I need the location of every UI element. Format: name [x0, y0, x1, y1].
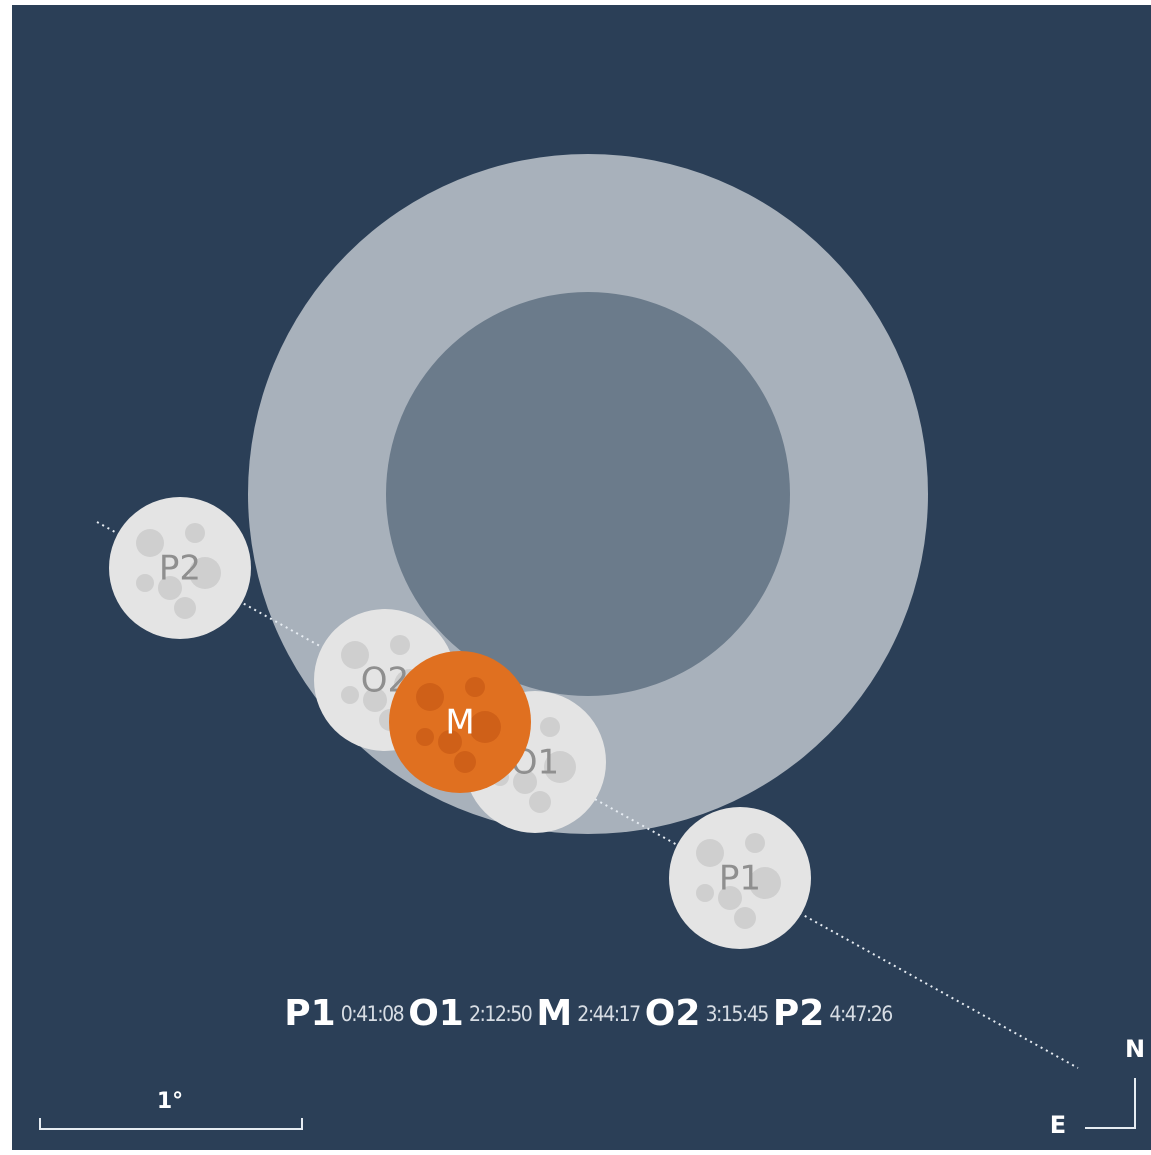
- compass: [1085, 1078, 1136, 1129]
- moon-spot: [734, 907, 756, 929]
- moon-spot: [696, 884, 714, 902]
- moon-spot: [158, 576, 182, 600]
- umbra: [386, 292, 790, 696]
- moon-spot: [718, 886, 742, 910]
- moon-spot: [469, 711, 501, 743]
- contact-time: 2:12:50: [469, 1002, 532, 1026]
- moon-spot: [454, 751, 476, 773]
- contact-label: O1: [408, 993, 464, 1034]
- moon-label: M: [445, 703, 474, 743]
- contact-time: 0:41:08: [341, 1002, 404, 1026]
- moon-label: P1: [719, 859, 761, 899]
- moon-spot: [749, 867, 781, 899]
- compass-east: E: [1050, 1111, 1066, 1139]
- scale-bar: [39, 1118, 303, 1130]
- moon-spot: [174, 597, 196, 619]
- moon-spot: [416, 728, 434, 746]
- moon-spot: [540, 717, 560, 737]
- moon-spot: [341, 686, 359, 704]
- moon-spot: [185, 523, 205, 543]
- moon-spot: [416, 683, 444, 711]
- moon-spot: [341, 641, 369, 669]
- scale-label: 1°: [157, 1089, 183, 1114]
- moon-path: [96, 521, 1079, 1069]
- contact-label: P1: [284, 993, 335, 1034]
- moon-spot: [544, 751, 576, 783]
- moon-label: P2: [159, 549, 201, 589]
- timeline: P1 0:41:08 O1 2:12:50 M 2:44:17 O2 3:15:…: [284, 993, 892, 1034]
- contact-label: O2: [645, 993, 701, 1034]
- moon-spot: [745, 833, 765, 853]
- moon-spot: [363, 688, 387, 712]
- moon-spot: [529, 791, 551, 813]
- contact-time: 4:47:26: [829, 1002, 892, 1026]
- moon-spot: [136, 529, 164, 557]
- moon-spot: [390, 635, 410, 655]
- contact-label: P2: [773, 993, 824, 1034]
- moon-spot: [438, 730, 462, 754]
- moon-spot: [513, 770, 537, 794]
- moon-spot: [465, 677, 485, 697]
- moon: P2: [109, 497, 251, 639]
- moon: P1: [669, 807, 811, 949]
- moon-spot: [189, 557, 221, 589]
- moon-spot: [136, 574, 154, 592]
- contact-time: 3:15:45: [705, 1002, 768, 1026]
- moon-spot: [696, 839, 724, 867]
- contact-label: M: [536, 993, 572, 1034]
- contact-time: 2:44:17: [577, 1002, 640, 1026]
- moon: M: [389, 651, 531, 793]
- compass-north: N: [1125, 1035, 1145, 1063]
